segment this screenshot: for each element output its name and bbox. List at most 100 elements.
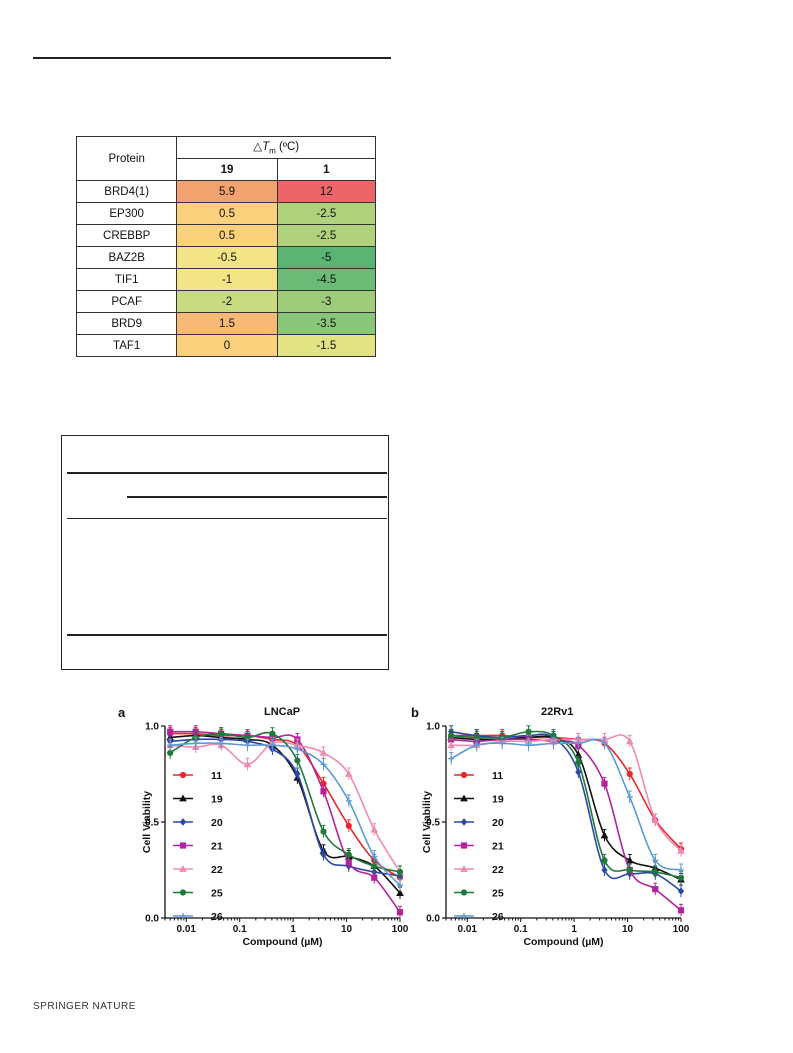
data-point	[320, 828, 327, 835]
data-point	[218, 730, 225, 737]
data-point	[601, 780, 608, 787]
data-point	[626, 794, 633, 801]
data-point	[625, 856, 634, 864]
x-tick-label: 0.1	[233, 924, 247, 935]
data-point	[269, 730, 276, 737]
publisher-logo: SPRINGER NATURE	[33, 1001, 136, 1012]
data-point	[244, 742, 251, 749]
data-point	[167, 728, 174, 735]
legend-marker	[461, 913, 467, 919]
x-tick-label: 0.01	[177, 924, 197, 935]
data-point	[525, 742, 532, 749]
top-rule	[33, 57, 391, 59]
fit-curve-25	[451, 730, 682, 879]
chart-panel-b: b 22Rv1 0.0 0.5 1.0 0.01 0.1 1 10 100 Compound (µM…	[411, 705, 690, 948]
data-point	[626, 866, 633, 874]
header-delta-tm: △Tm (ºC)	[176, 136, 376, 159]
value-19-cell: 0.5	[176, 224, 278, 247]
x-axis-label: Compound (µM)	[523, 936, 603, 948]
legend-marker	[460, 818, 468, 826]
legend-label: 20	[492, 817, 504, 829]
data-point	[396, 889, 404, 896]
y-tick-label: 0.5	[426, 818, 440, 829]
data-point	[397, 882, 403, 889]
data-point	[371, 863, 378, 870]
data-point	[525, 728, 532, 735]
table-row: TAF1 0 -1.5	[75, 334, 377, 357]
table-rule-sub	[127, 496, 387, 498]
legend-label: 19	[211, 794, 223, 806]
legend-marker	[179, 794, 187, 802]
fit-curve-21	[451, 738, 682, 911]
fit-curve-21	[170, 730, 401, 913]
data-point	[447, 741, 456, 749]
data-point	[677, 846, 685, 854]
fit-curve-19	[170, 734, 401, 894]
legend-marker	[460, 889, 468, 896]
y-tick-label: 0.0	[426, 914, 440, 925]
value-19-cell: -2	[176, 290, 278, 313]
thermal-shift-table: Protein △Tm (ºC) 19 1 BRD4(1) 5.9 12 EP300 0…	[75, 136, 377, 357]
x-tick-label: 10	[622, 924, 634, 935]
data-point	[448, 755, 455, 762]
fit-curve-22	[170, 741, 401, 873]
panel-letter: a	[118, 705, 126, 720]
data-point	[371, 853, 378, 860]
y-axis-label: Cell Viability	[421, 791, 433, 853]
data-point	[320, 788, 327, 795]
data-point	[294, 757, 301, 764]
legend-marker	[460, 864, 468, 872]
x-tick-label: 0.1	[514, 924, 528, 935]
data-point	[575, 759, 582, 766]
data-point	[345, 822, 352, 829]
data-point	[320, 850, 327, 859]
data-point	[192, 740, 199, 747]
data-point	[294, 746, 301, 753]
value-19-cell: 0	[176, 334, 278, 357]
fit-curve-19	[451, 735, 682, 881]
tm-unit: (ºC)	[275, 141, 300, 154]
data-point	[652, 886, 659, 893]
data-point	[371, 874, 378, 881]
legend-label: 11	[492, 770, 503, 782]
chart-panel-a: a LNCaP 0.0 0.5 1.0 0.01 0.1 1 10 100 Compound (µM…	[118, 705, 409, 948]
y-axis-label: Cell Viability	[141, 791, 153, 853]
legend-marker	[179, 842, 187, 849]
data-point	[473, 742, 480, 749]
x-tick-label: 100	[673, 924, 690, 935]
fit-curve-26	[450, 738, 682, 871]
legend-label: 21	[211, 841, 223, 853]
series-21	[448, 732, 685, 917]
data-point	[294, 770, 301, 778]
fit-curve-11	[170, 732, 401, 879]
fit-curve-20	[170, 738, 401, 877]
legend-label: 11	[211, 770, 222, 782]
data-point	[499, 740, 506, 747]
data-point	[218, 740, 225, 747]
table-row: BAZ2B -0.5 -5	[75, 246, 377, 269]
table-rule-header-bottom	[67, 518, 387, 519]
table-row: TIF1 -1 -4.5	[75, 268, 377, 291]
fit-curve-20	[451, 730, 682, 892]
data-point	[550, 740, 557, 747]
series-25	[167, 727, 404, 878]
legend-marker	[179, 771, 187, 779]
chart-title: 22Rv1	[541, 706, 573, 718]
y-tick-label: 0.5	[145, 818, 159, 829]
legend-label: 19	[492, 794, 504, 806]
data-point	[575, 768, 582, 776]
data-point	[600, 831, 609, 839]
series-11	[167, 727, 404, 884]
delta-symbol: △	[253, 141, 263, 154]
legend-marker	[180, 913, 186, 919]
data-point	[396, 909, 404, 916]
table-row: PCAF -2 -3	[75, 290, 377, 313]
value-1-cell: -1.5	[276, 334, 377, 357]
legend-label: 25	[492, 888, 504, 900]
table-row: BRD4(1) 5.9 12	[75, 180, 377, 203]
y-tick-label: 1.0	[426, 722, 440, 733]
legend-label: 22	[211, 864, 223, 876]
series-26	[167, 736, 403, 892]
legend-marker	[179, 889, 187, 896]
